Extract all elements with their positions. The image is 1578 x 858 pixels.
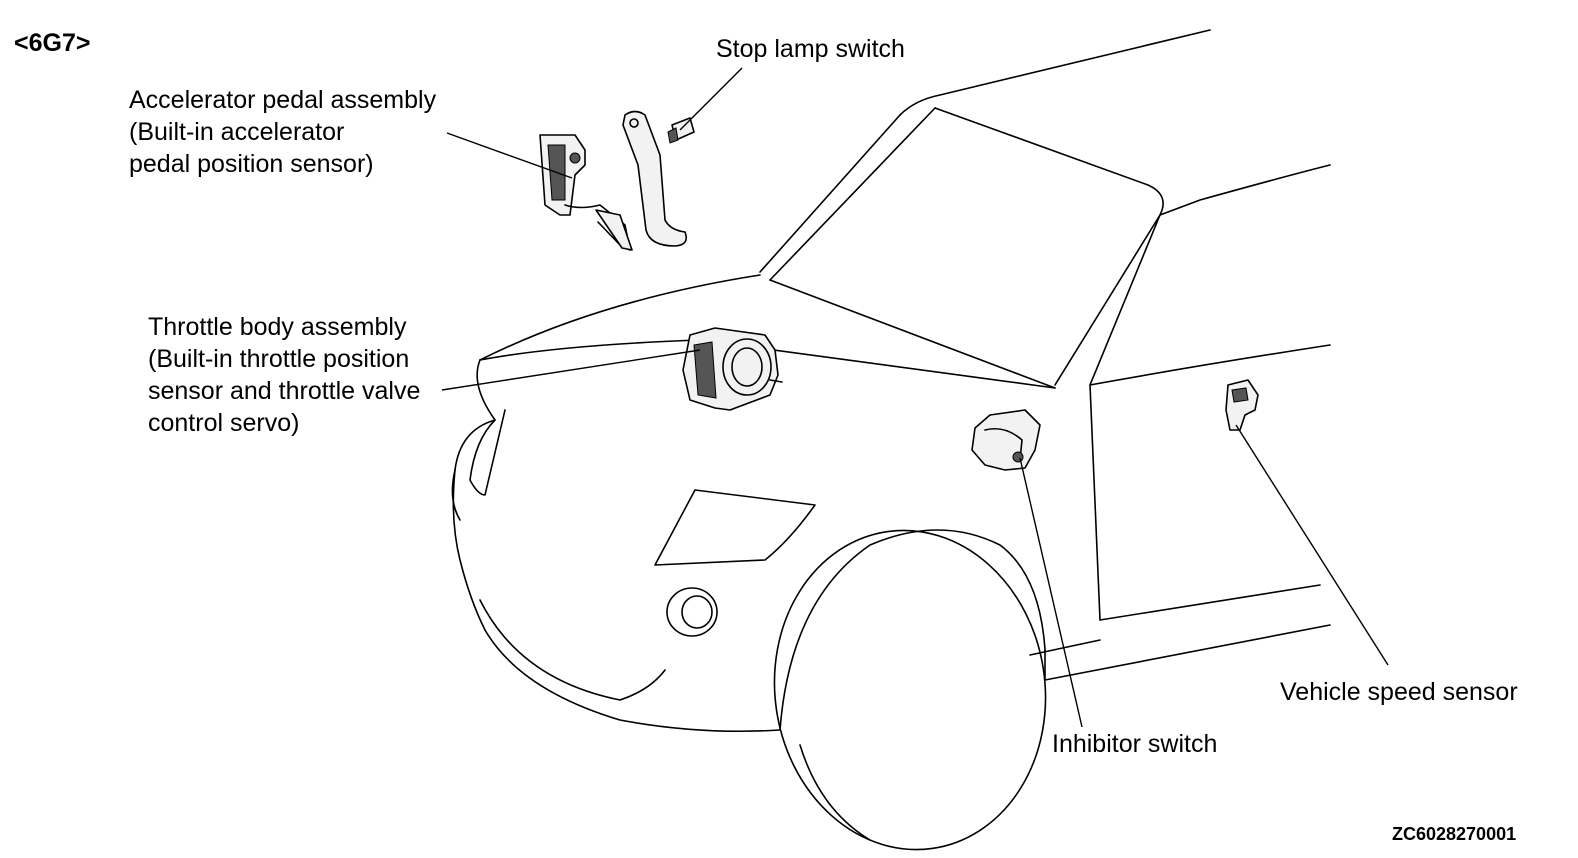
stop-lamp-switch-part [667,117,695,144]
label-accelerator-pedal-assembly: Accelerator pedal assembly (Built-in acc… [129,84,436,180]
label-line: Vehicle speed sensor [1280,678,1518,706]
label-line: Accelerator pedal assembly [129,86,437,114]
label-line: (Built-in throttle position [148,345,410,373]
label-line: sensor and throttle valve [148,377,421,405]
label-line: control servo) [148,409,300,437]
vehicle-body-outline [451,29,1331,851]
leader-inhibitor-switch [1019,457,1083,728]
throttle-body-part [682,327,783,411]
leader-stop-lamp-switch [679,67,743,131]
leader-vehicle-speed-sensor [1235,424,1389,666]
label-throttle-body-assembly: Throttle body assembly (Built-in throttl… [148,311,420,439]
inhibitor-switch-part [971,409,1041,471]
label-stop-lamp-switch: Stop lamp switch [716,33,905,65]
brake-pedal-bracket [622,110,688,247]
label-line: (Built-in accelerator [129,118,345,146]
leader-throttle-body [441,349,701,391]
label-line: Stop lamp switch [716,35,905,63]
label-line: pedal position sensor) [129,150,374,178]
label-inhibitor-switch: Inhibitor switch [1052,728,1217,760]
label-vehicle-speed-sensor: Vehicle speed sensor [1280,676,1518,708]
accelerator-pedal-assembly [539,134,633,251]
label-line: Inhibitor switch [1052,730,1218,758]
leader-accelerator-pedal [446,132,573,179]
figure-id: ZC6028270001 [1392,824,1517,844]
label-line: Throttle body assembly [148,313,407,341]
vehicle-speed-sensor-part [1225,379,1259,431]
leader-lines [441,67,1389,728]
diagram-code: <6G7> [14,29,91,57]
